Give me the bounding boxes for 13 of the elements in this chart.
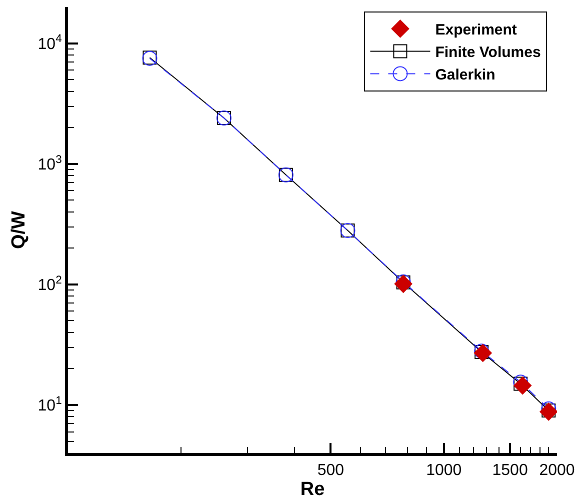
legend-label: Galerkin (435, 66, 496, 84)
legend-label: Experiment (435, 22, 517, 39)
y-tick-label: 10$^{1}$ (38, 394, 62, 415)
x-tick-label: 500 (317, 462, 344, 480)
x-axis-title: Re (300, 479, 325, 500)
y-tick-label: 10$^{2}$ (38, 274, 62, 294)
x-tick-label: 1000 (426, 462, 462, 480)
y-axis-title: Q/W (8, 210, 30, 249)
y-tick-label: 10$^{4}$ (38, 33, 62, 53)
y-tick-label: 10$^{3}$ (38, 154, 62, 174)
x-tick-label: 2000 (539, 462, 575, 480)
x-tick-label: 1500 (492, 462, 528, 480)
legend-label: Finite Volumes (435, 44, 541, 62)
